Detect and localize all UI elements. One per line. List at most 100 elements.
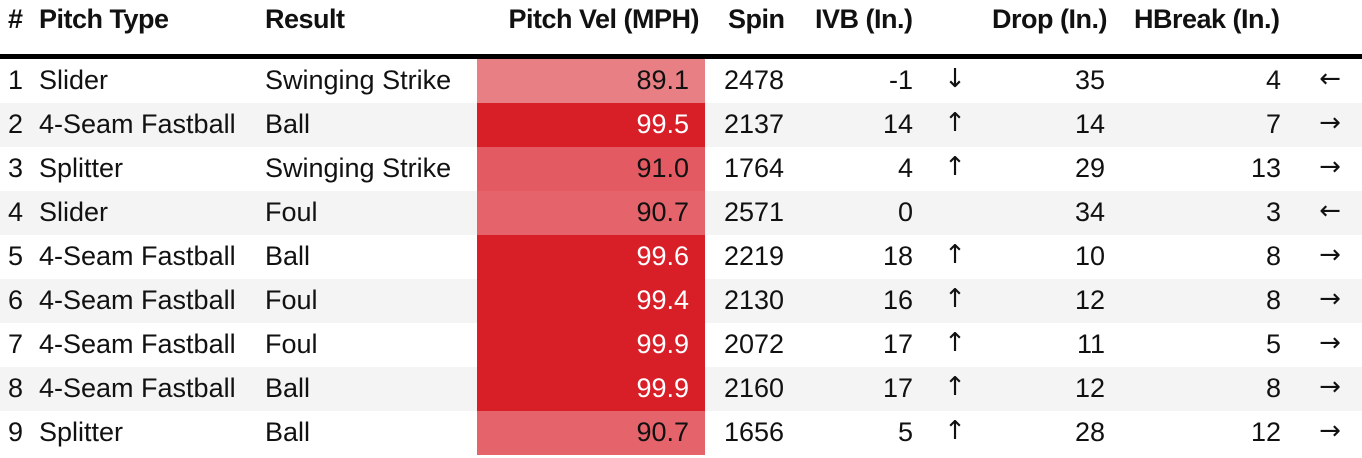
drop-cell: 11 xyxy=(1076,329,1105,359)
pitch-type-cell: 4-Seam Fastball xyxy=(39,373,236,403)
table-row: 6 4-Seam Fastball Foul 99.4 2130 16 ↑ 12 8 → xyxy=(0,279,1362,323)
header-drop[interactable]: Drop (In.) xyxy=(992,4,1107,34)
spin-cell: 2571 xyxy=(724,197,785,227)
row-number: 5 xyxy=(8,241,24,271)
hbreak-cell: 4 xyxy=(1265,65,1281,95)
ivb-cell: 17 xyxy=(882,373,913,403)
result-cell: Foul xyxy=(265,197,318,227)
hbreak-cell: 13 xyxy=(1250,153,1281,183)
ivb-cell: 14 xyxy=(882,109,913,139)
table-row: 1 Slider Swinging Strike 89.1 2478 -1 ↓ 35 4 ← xyxy=(0,59,1362,103)
header-pitch-vel[interactable]: Pitch Vel (MPH) xyxy=(508,4,699,34)
header-spin[interactable]: Spin xyxy=(728,4,785,34)
pitch-type-cell: Splitter xyxy=(39,153,124,183)
header-ivb[interactable]: IVB (In.) xyxy=(815,4,913,34)
ivb-direction-icon: ↑ xyxy=(944,152,966,182)
pitch-type-cell: 4-Seam Fastball xyxy=(39,109,236,139)
pitch-type-cell: 4-Seam Fastball xyxy=(39,285,236,315)
result-cell: Ball xyxy=(265,109,311,139)
pitch-vel-cell: 89.1 xyxy=(477,59,705,103)
pitch-vel-value: 90.7 xyxy=(636,417,689,447)
ivb-cell: 4 xyxy=(897,153,913,183)
pitch-vel-value: 99.6 xyxy=(636,241,689,271)
ivb-direction-icon: ↑ xyxy=(944,240,966,270)
drop-cell: 12 xyxy=(1074,373,1105,403)
pitch-vel-cell: 99.4 xyxy=(477,279,705,323)
pitch-vel-value: 99.4 xyxy=(636,285,689,315)
pitch-vel-cell: 90.7 xyxy=(477,411,705,455)
drop-cell: 29 xyxy=(1074,153,1105,183)
pitch-vel-cell: 99.9 xyxy=(477,367,705,411)
drop-cell: 28 xyxy=(1074,417,1105,447)
table-row: 5 4-Seam Fastball Ball 99.6 2219 18 ↑ 10 8 → xyxy=(0,235,1362,279)
result-cell: Foul xyxy=(265,285,318,315)
drop-cell: 35 xyxy=(1074,65,1105,95)
pitch-vel-value: 99.9 xyxy=(636,373,689,403)
ivb-cell: -1 xyxy=(888,65,913,95)
ivb-direction-icon: ↓ xyxy=(944,64,966,94)
ivb-cell: 18 xyxy=(882,241,913,271)
row-number: 9 xyxy=(8,417,24,447)
pitch-vel-value: 99.5 xyxy=(636,109,689,139)
pitch-vel-cell: 91.0 xyxy=(477,147,705,191)
hbreak-direction-icon: → xyxy=(1319,328,1341,358)
header-hbreak[interactable]: HBreak (In.) xyxy=(1134,4,1280,34)
ivb-direction-icon: ↑ xyxy=(944,328,966,358)
hbreak-direction-icon: → xyxy=(1319,416,1341,446)
drop-cell: 12 xyxy=(1074,285,1105,315)
pitch-vel-cell: 90.7 xyxy=(477,191,705,235)
table-body: 1 Slider Swinging Strike 89.1 2478 -1 ↓ 35 4 ← 2 4-… xyxy=(0,59,1362,455)
row-number: 1 xyxy=(8,65,24,95)
hbreak-cell: 3 xyxy=(1265,197,1281,227)
pitch-vel-value: 90.7 xyxy=(636,197,689,227)
ivb-cell: 0 xyxy=(897,197,913,227)
hbreak-cell: 7 xyxy=(1265,109,1281,139)
ivb-direction-icon: ↑ xyxy=(944,284,966,314)
row-number: 3 xyxy=(8,153,24,183)
hbreak-direction-icon: → xyxy=(1319,152,1341,182)
hbreak-direction-icon: ← xyxy=(1319,64,1341,94)
spin-cell: 1656 xyxy=(724,417,785,447)
pitch-type-cell: 4-Seam Fastball xyxy=(39,329,236,359)
hbreak-cell: 5 xyxy=(1265,329,1281,359)
ivb-cell: 5 xyxy=(897,417,913,447)
spin-cell: 2160 xyxy=(724,373,785,403)
hbreak-cell: 8 xyxy=(1265,285,1281,315)
pitch-vel-value: 99.9 xyxy=(636,329,689,359)
hbreak-direction-icon: → xyxy=(1319,284,1341,314)
spin-cell: 2478 xyxy=(724,65,785,95)
header-result[interactable]: Result xyxy=(265,4,345,34)
table-row: 4 Slider Foul 90.7 2571 0 34 3 ← xyxy=(0,191,1362,235)
hbreak-direction-icon: → xyxy=(1319,372,1341,402)
row-number: 2 xyxy=(8,109,24,139)
header-number[interactable]: # xyxy=(8,4,23,34)
result-cell: Swinging Strike xyxy=(265,65,452,95)
hbreak-cell: 12 xyxy=(1250,417,1281,447)
spin-cell: 2130 xyxy=(724,285,785,315)
row-number: 7 xyxy=(8,329,24,359)
spin-cell: 2137 xyxy=(724,109,785,139)
pitch-type-cell: 4-Seam Fastball xyxy=(39,241,236,271)
pitch-vel-cell: 99.6 xyxy=(477,235,705,279)
hbreak-direction-icon: → xyxy=(1319,108,1341,138)
spin-cell: 1764 xyxy=(724,153,785,183)
result-cell: Foul xyxy=(265,329,318,359)
result-cell: Swinging Strike xyxy=(265,153,452,183)
hbreak-direction-icon: ← xyxy=(1319,196,1341,226)
drop-cell: 14 xyxy=(1074,109,1105,139)
ivb-cell: 16 xyxy=(882,285,913,315)
table-row: 7 4-Seam Fastball Foul 99.9 2072 17 ↑ 11 5 → xyxy=(0,323,1362,367)
row-number: 6 xyxy=(8,285,24,315)
table-row: 9 Splitter Ball 90.7 1656 5 ↑ 28 12 → xyxy=(0,411,1362,455)
pitch-type-cell: Slider xyxy=(39,65,109,95)
ivb-direction-icon: ↑ xyxy=(944,108,966,138)
result-cell: Ball xyxy=(265,373,311,403)
ivb-direction-icon: ↑ xyxy=(944,416,966,446)
drop-cell: 10 xyxy=(1074,241,1105,271)
pitch-vel-value: 89.1 xyxy=(636,65,689,95)
pitch-vel-value: 91.0 xyxy=(636,153,689,183)
pitch-type-cell: Splitter xyxy=(39,417,124,447)
header-pitch-type[interactable]: Pitch Type xyxy=(39,4,169,34)
table-row: 8 4-Seam Fastball Ball 99.9 2160 17 ↑ 12 8 → xyxy=(0,367,1362,411)
